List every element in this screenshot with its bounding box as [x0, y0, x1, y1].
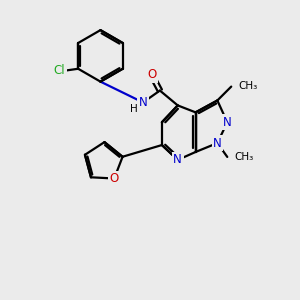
- Text: N: N: [223, 116, 232, 129]
- Text: H: H: [130, 104, 138, 114]
- Text: Cl: Cl: [53, 64, 65, 77]
- Text: O: O: [147, 68, 157, 81]
- Text: CH₃: CH₃: [234, 152, 254, 162]
- Text: CH₃: CH₃: [238, 81, 257, 91]
- Text: N: N: [173, 153, 182, 167]
- Text: O: O: [110, 172, 119, 185]
- Text: N: N: [139, 96, 147, 109]
- Text: N: N: [213, 136, 222, 150]
